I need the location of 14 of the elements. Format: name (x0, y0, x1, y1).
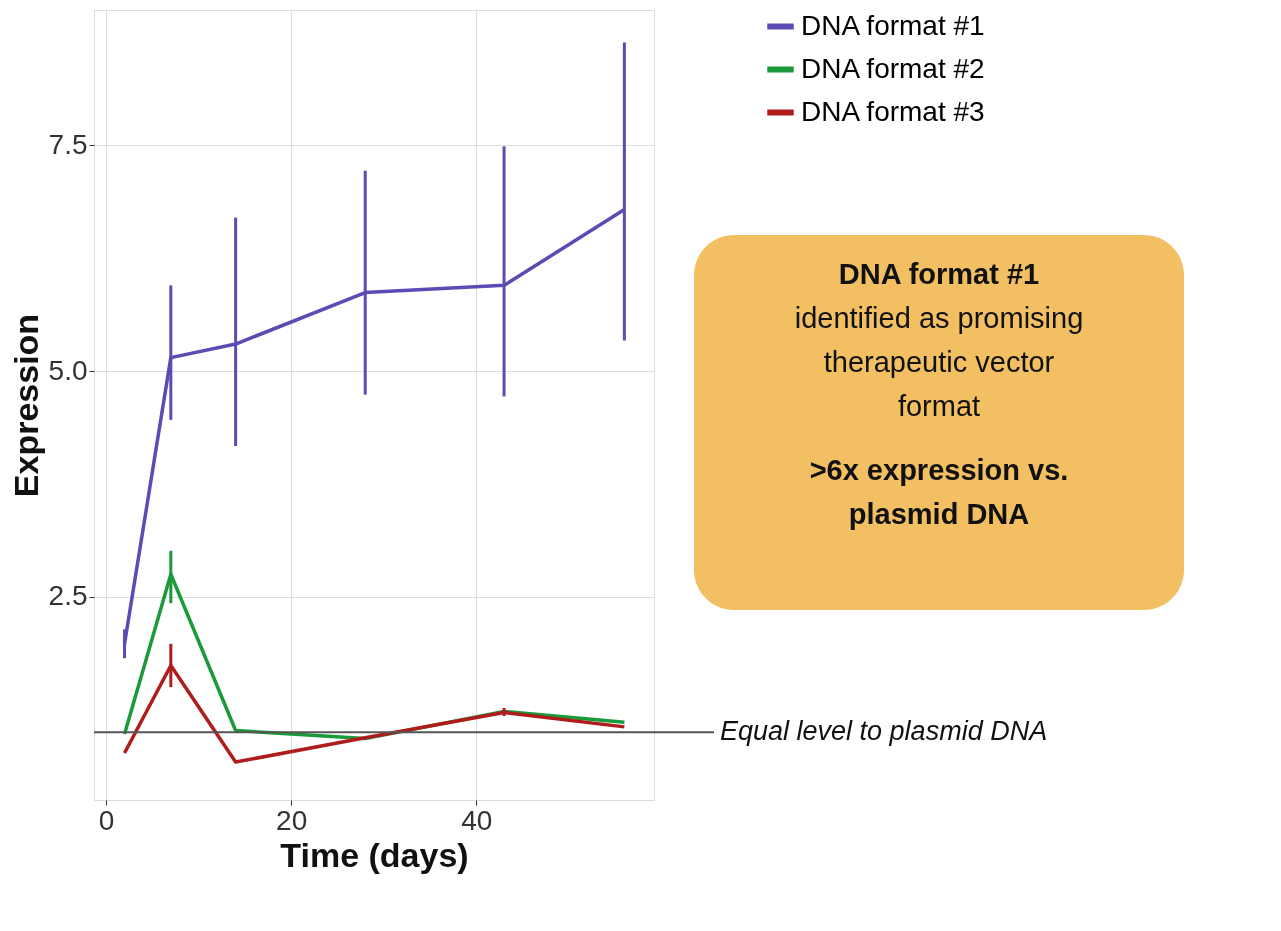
text: DNA format #1 identified as promising therapeutic vector format (794, 258, 1084, 422)
ref-line-label: Equal level to plasmid DNA (720, 716, 1048, 747)
x-axis-title: Time (days) (280, 835, 469, 874)
y-tick-label: 2.5 (48, 580, 88, 612)
legend-label: DNA format #3 (801, 95, 985, 127)
y-axis-title: Expression (6, 313, 45, 498)
x-tick-label: 0 (98, 804, 115, 836)
x-tick-label: 20 (276, 804, 308, 836)
x-tick-label: 40 (461, 804, 493, 836)
legend-label: DNA format #2 (801, 52, 985, 84)
legend-label: DNA format #1 (801, 9, 985, 41)
y-tick-label: 5.0 (48, 354, 88, 386)
text: >6x expression vs. plasmid DNA (809, 454, 1069, 530)
y-tick-label: 7.5 (48, 128, 88, 160)
